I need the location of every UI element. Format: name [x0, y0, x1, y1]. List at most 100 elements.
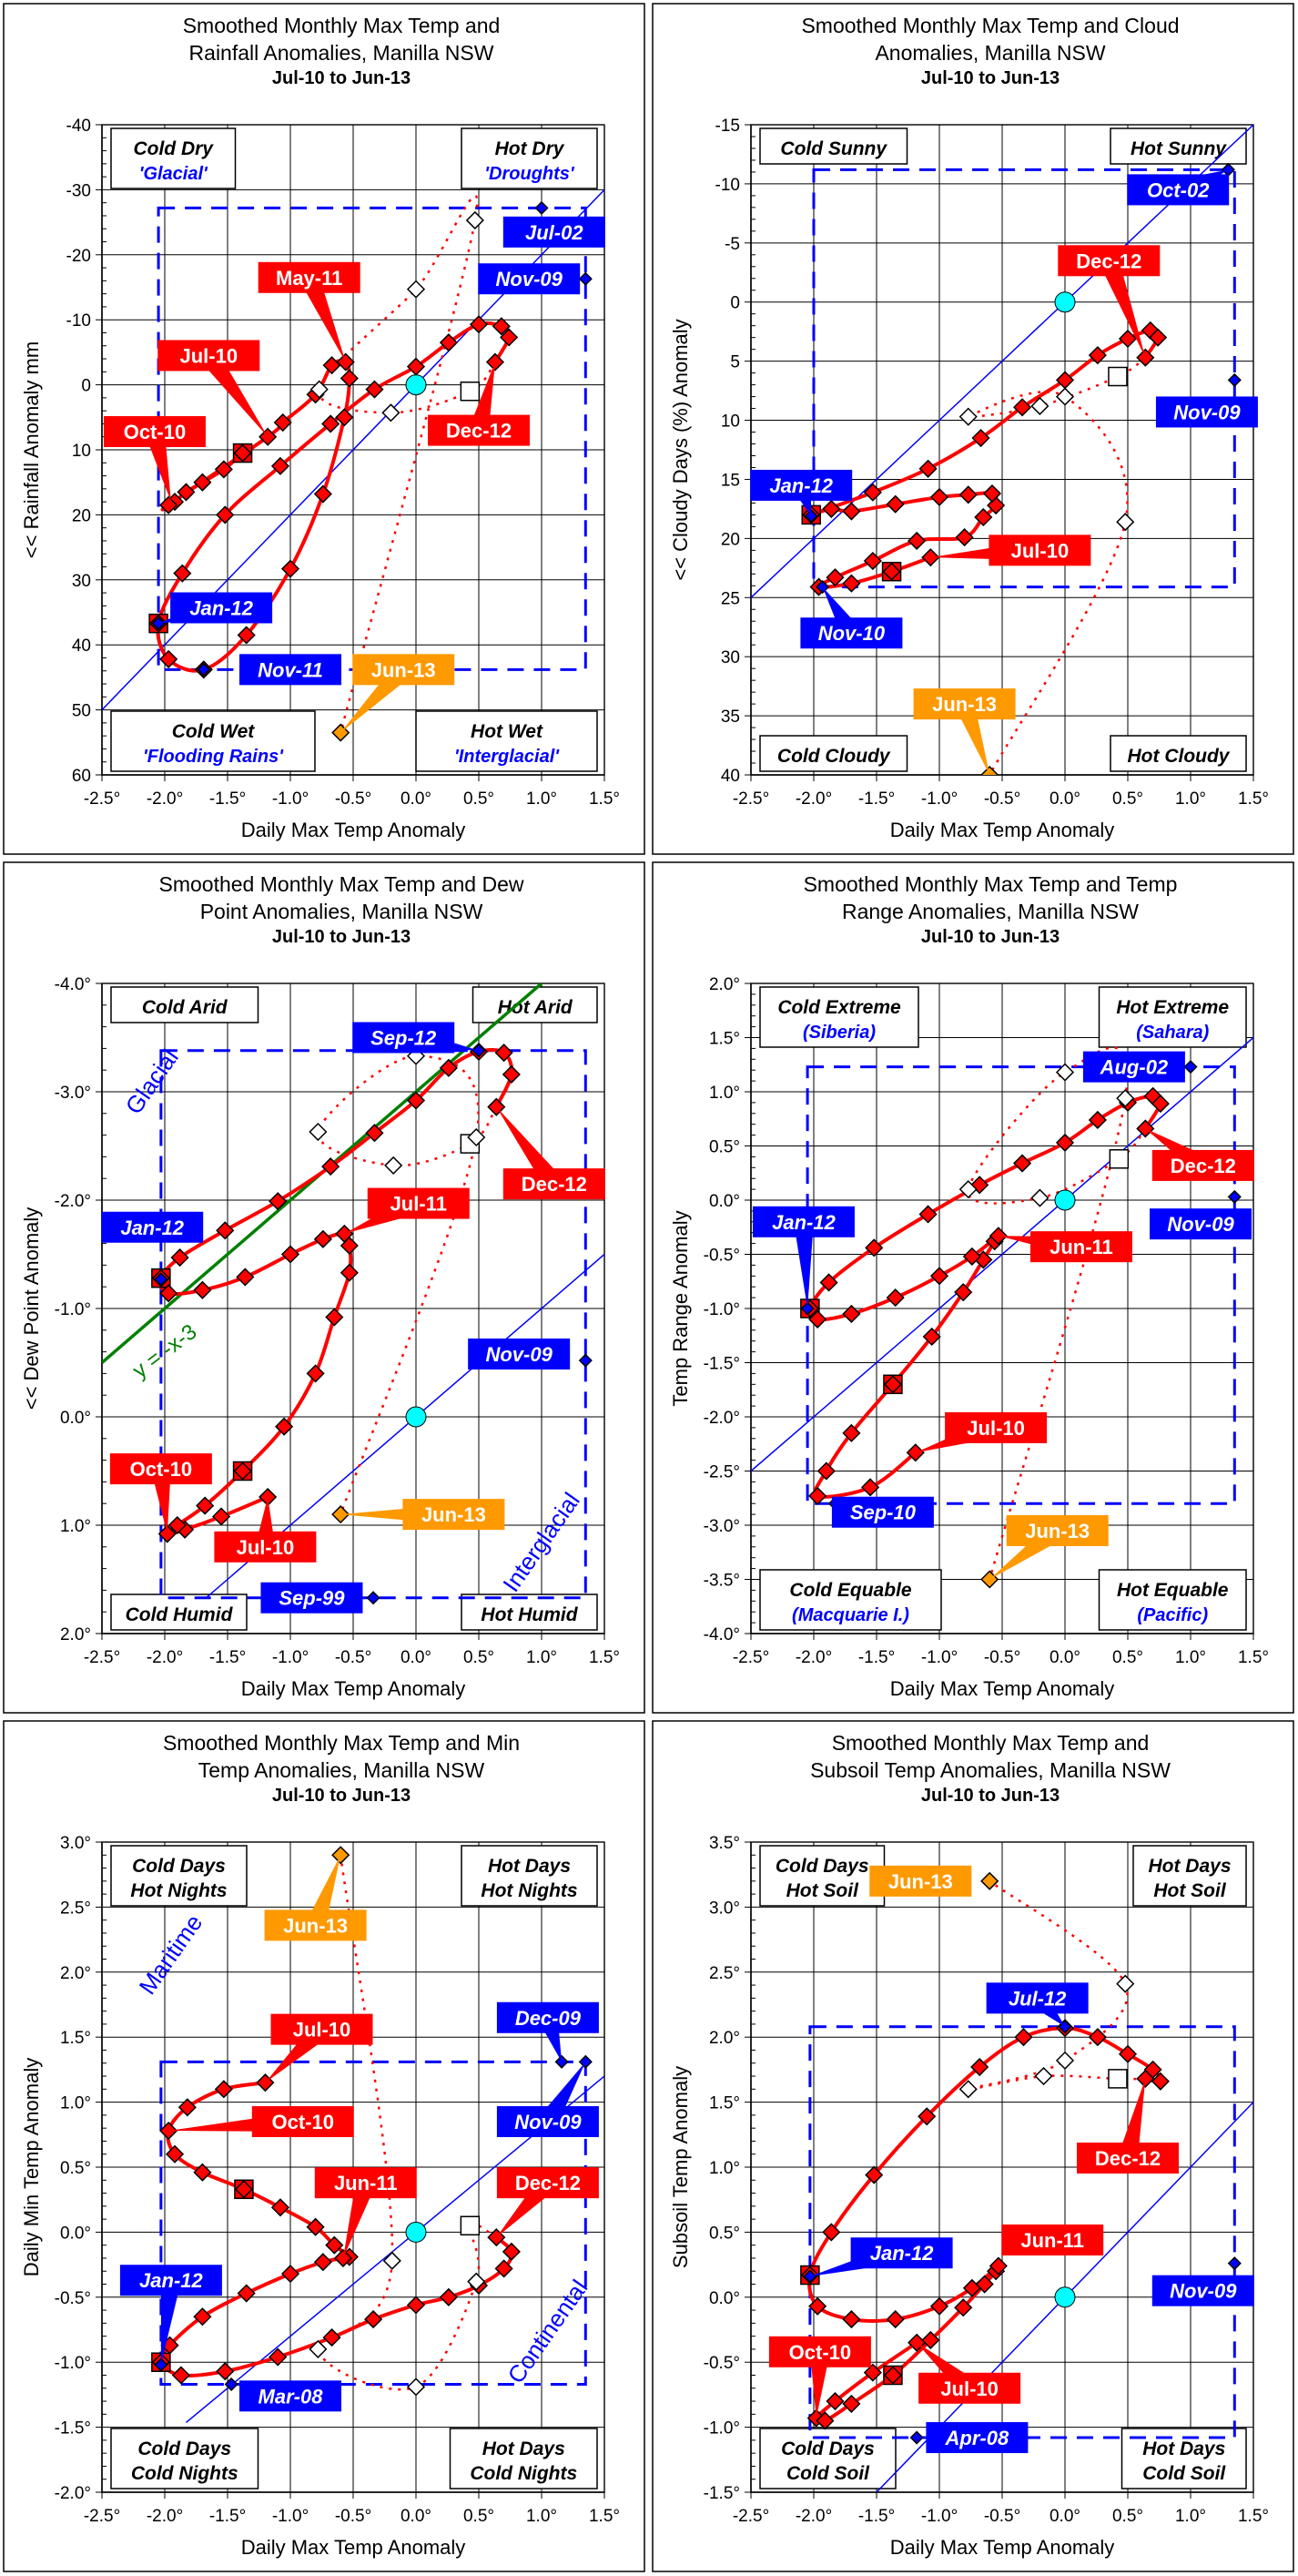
monthly-point [469, 315, 489, 334]
monthly-point [340, 1263, 359, 1282]
chart-subtitle: Jul-10 to Jun-13 [272, 68, 411, 88]
callout-label: Jun-11 [334, 2172, 398, 2194]
y-tick-label: 35 [721, 708, 740, 727]
y-tick-label: -3.0° [704, 1517, 740, 1536]
quadrant-title: Cold Humid [126, 1604, 234, 1625]
record-point [800, 1301, 815, 1316]
monthly-point [863, 2363, 882, 2382]
record-point [1183, 1060, 1198, 1074]
x-tick-label: -1.5° [858, 1648, 895, 1667]
quadrant-label-bottom-right: Hot Humid [461, 1593, 598, 1631]
recent-point [1034, 2066, 1053, 2086]
recent-point [384, 1156, 403, 1175]
latest-point [980, 1871, 999, 1890]
x-tick-label: -2.5° [733, 789, 769, 809]
recent-point [1116, 1974, 1135, 1993]
y-tick-label: 0 [730, 294, 740, 313]
y-tick-label: -3.0° [55, 1084, 91, 1103]
y-tick-label: 30 [721, 648, 740, 667]
chart-temp-range: Smoothed Monthly Max Temp and Temp Range … [649, 859, 1298, 1717]
quadrant-label-top-left: Cold Arid [110, 986, 259, 1023]
y-tick-label: 30 [72, 572, 91, 591]
callout-may-11: May-11 [258, 261, 360, 362]
y-tick-label: -0.5° [55, 2289, 91, 2308]
callout-pointer [1118, 2078, 1146, 2161]
record-point [472, 1044, 486, 1058]
x-tick-label: -2.0° [147, 789, 183, 809]
monthly-point [234, 2180, 254, 2199]
quadrant-label-top-left: Cold Dry 'Glacial' [110, 127, 237, 189]
quadrant-title: Cold Nights [470, 2463, 577, 2484]
callout-oct-10: Oct-10 [109, 1453, 212, 1534]
chart-subtitle: Jul-10 to Jun-13 [921, 1786, 1060, 1806]
chart-dew-point: Smoothed Monthly Max Temp and Dew Point A… [0, 859, 649, 1717]
callout-pointer [342, 2179, 376, 2258]
y-tick-label: 1.5° [60, 2029, 91, 2048]
y-tick-label: 0.0° [709, 1192, 740, 1211]
callout-label: Jun-13 [932, 693, 997, 716]
quadrant-title: Hot Humid [481, 1604, 578, 1625]
x-tick-label: -1.0° [921, 2507, 958, 2526]
recent-point [1055, 2051, 1075, 2070]
x-tick-label: -1.5° [209, 1648, 246, 1667]
monthly-point [826, 2391, 845, 2411]
monthly-point [1136, 348, 1155, 367]
callout-box [496, 2106, 599, 2138]
callout-jul-11: Jul-11 [344, 1187, 470, 1234]
monthly-point [989, 2256, 1008, 2276]
monthly-point [269, 1192, 288, 1211]
callout-label: Nov-09 [496, 268, 563, 290]
x-tick-label: 1.5° [1238, 1648, 1269, 1667]
callout-jun-13: Jun-13 [340, 1499, 505, 1531]
x-tick-label: 0.0° [1050, 2507, 1080, 2526]
monthly-point [365, 380, 384, 399]
monthly-point [500, 328, 519, 347]
x-tick-label: -2.5° [733, 2507, 769, 2526]
record-point [1227, 372, 1242, 387]
chart-svg: Smoothed Monthly Max Temp and Temp Range … [652, 861, 1294, 1714]
quadrant-label-top-right: Hot Days Hot Soil [1132, 1845, 1247, 1907]
x-axis-label: Daily Max Temp Anomaly [241, 819, 466, 841]
recent-trail-dotted [967, 1046, 1147, 1580]
y-tick-label: -3.5° [704, 1572, 740, 1591]
callout-label: Dec-12 [446, 420, 512, 443]
monthly-point [325, 2235, 344, 2255]
x-tick-label: 1.0° [526, 1648, 557, 1667]
recent-square-marker [460, 2215, 481, 2236]
monthly-point [1118, 329, 1138, 349]
plot-content: Cold Sunny Hot Sunny Cold Cloudy Hot Cloudy [751, 125, 1253, 775]
monthly-point [159, 649, 178, 668]
callout-pointer [150, 1468, 171, 1534]
x-tick-label: 1.5° [1238, 789, 1269, 809]
monthly-point [822, 2223, 841, 2242]
callout-label: Oct-10 [124, 421, 186, 443]
monthly-point [842, 502, 861, 521]
chart-title-line-2: Subsoil Temp Anomalies, Manilla NSW [810, 1758, 1171, 1782]
callout-box [1029, 1231, 1132, 1263]
x-tick-label: -2.0° [147, 1648, 183, 1667]
callout-box [945, 1411, 1048, 1443]
y-axis-label: << Cloudy Days (%) Anomaly [669, 319, 692, 580]
chart-subtitle: Jul-10 to Jun-13 [272, 1786, 411, 1806]
y-tick-label: 1.5° [709, 2094, 740, 2113]
recent-trail-dotted [317, 1054, 498, 1515]
monthly-point [842, 574, 861, 593]
x-tick-label: 0.5° [1112, 789, 1143, 809]
monthly-point [233, 1461, 252, 1481]
callout-label: Dec-12 [1076, 249, 1141, 272]
record-point [197, 662, 211, 677]
recent-point [382, 2251, 401, 2270]
quadrant-box [449, 2428, 598, 2489]
quadrant-box [759, 1569, 942, 1631]
monthly-point [193, 2163, 212, 2182]
quadrant-sublabel: (Macquarie I.) [792, 1605, 909, 1625]
monthly-point [214, 2080, 233, 2099]
x-tick-label: -2.0° [796, 2507, 832, 2526]
quadrant-label-top-left: Cold Extreme (Siberia) [759, 986, 919, 1048]
x-tick-label: -2.5° [84, 1648, 120, 1667]
monthly-point [233, 443, 252, 463]
quadrant-box [1098, 986, 1247, 1048]
monthly-point [193, 1280, 212, 1299]
monthly-point [167, 1515, 187, 1535]
